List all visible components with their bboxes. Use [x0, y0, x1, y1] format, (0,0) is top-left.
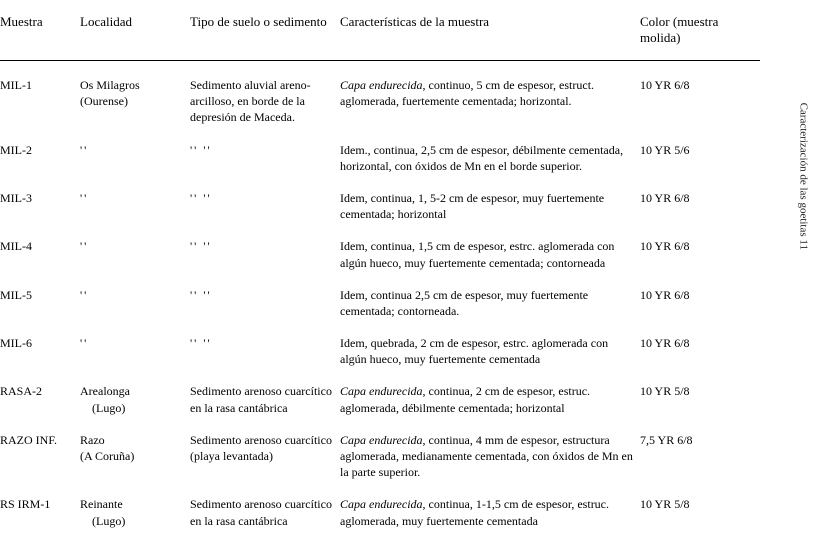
- header-tipo: Tipo de suelo o sedimento: [190, 10, 340, 61]
- cell-color: 10 YR 5/8: [640, 377, 760, 425]
- cell-caracteristicas: Capa endurecida, continuo, 5 cm de espes…: [340, 71, 640, 136]
- cell-tipo: '' '': [190, 329, 340, 377]
- capa-endurecida-label: Capa endurecida: [340, 497, 423, 511]
- header-localidad: Localidad: [80, 10, 190, 61]
- cell-localidad: '': [80, 329, 190, 377]
- cell-localidad: Arealonga (Lugo): [80, 377, 190, 425]
- cell-muestra: RASA-2: [0, 377, 80, 425]
- cell-caracteristicas: Idem, continua, 1,5 cm de espesor, estrc…: [340, 232, 640, 280]
- cell-caracteristicas: Idem, continua 2,5 cm de espesor, muy fu…: [340, 281, 640, 329]
- table-header: Muestra Localidad Tipo de suelo o sedime…: [0, 10, 760, 61]
- cell-muestra: MIL-2: [0, 136, 80, 184]
- cell-localidad: Reinante (Lugo): [80, 490, 190, 538]
- cell-muestra: MIL-6: [0, 329, 80, 377]
- capa-endurecida-label: Capa endurecida: [340, 433, 423, 447]
- cell-muestra: MIL-3: [0, 184, 80, 232]
- capa-endurecida-label: Capa endurecida: [340, 78, 423, 92]
- cell-color: 7,5 YR 6/8: [640, 426, 760, 491]
- header-rule: [0, 61, 760, 72]
- table-row: MIL-3'''' ''Idem, continua, 1, 5-2 cm de…: [0, 184, 760, 232]
- cell-localidad: Os Milagros (Ourense): [80, 71, 190, 136]
- cell-muestra: MIL-5: [0, 281, 80, 329]
- table-row: RS IRM-1Reinante (Lugo)Sedimento arenoso…: [0, 490, 760, 538]
- cell-color: 10 YR 6/8: [640, 329, 760, 377]
- cell-localidad: Razo (A Coruña): [80, 426, 190, 491]
- cell-tipo: Sedimento arenoso cuarcítico en la rasa …: [190, 377, 340, 425]
- cell-tipo: '' '': [190, 184, 340, 232]
- cell-localidad: '': [80, 281, 190, 329]
- cell-caracteristicas: Capa endurecida, continua, 4 mm de espes…: [340, 426, 640, 491]
- cell-color: 10 YR 6/8: [640, 184, 760, 232]
- cell-caracteristicas: Idem., continua, 2,5 cm de espesor, débi…: [340, 136, 640, 184]
- table-row: MIL-2'''' ''Idem., continua, 2,5 cm de e…: [0, 136, 760, 184]
- cell-localidad: '': [80, 232, 190, 280]
- cell-tipo: '' '': [190, 136, 340, 184]
- cell-color: 10 YR 5/6: [640, 136, 760, 184]
- cell-tipo: '' '': [190, 232, 340, 280]
- cell-tipo: Sedimento arenoso cuarcítico (playa leva…: [190, 426, 340, 491]
- samples-table: Muestra Localidad Tipo de suelo o sedime…: [0, 10, 760, 539]
- cell-color: 10 YR 6/8: [640, 71, 760, 136]
- cell-localidad: '': [80, 136, 190, 184]
- table-row: MIL-5'''' ''Idem, continua 2,5 cm de esp…: [0, 281, 760, 329]
- cell-tipo: '' '': [190, 281, 340, 329]
- page-container: Muestra Localidad Tipo de suelo o sedime…: [0, 0, 813, 549]
- capa-endurecida-label: Capa endurecida: [340, 384, 423, 398]
- header-caracteristicas: Características de la muestra: [340, 10, 640, 61]
- cell-caracteristicas: Idem, continua, 1, 5-2 cm de espesor, mu…: [340, 184, 640, 232]
- header-muestra: Muestra: [0, 10, 80, 61]
- table-row: MIL-1Os Milagros (Ourense)Sedimento aluv…: [0, 71, 760, 136]
- table-row: MIL-4'''' ''Idem, continua, 1,5 cm de es…: [0, 232, 760, 280]
- cell-color: 10 YR 6/8: [640, 232, 760, 280]
- cell-muestra: MIL-4: [0, 232, 80, 280]
- cell-color: 10 YR 6/8: [640, 281, 760, 329]
- table-row: RASA-2Arealonga (Lugo)Sedimento arenoso …: [0, 377, 760, 425]
- cell-muestra: MIL-1: [0, 71, 80, 136]
- cell-localidad: '': [80, 184, 190, 232]
- cell-caracteristicas: Capa endurecida, continua, 2 cm de espes…: [340, 377, 640, 425]
- cell-caracteristicas: Idem, quebrada, 2 cm de espesor, estrc. …: [340, 329, 640, 377]
- table-row: MIL-6'''' ''Idem, quebrada, 2 cm de espe…: [0, 329, 760, 377]
- side-caption: Caracterización de las goetitas 11: [797, 103, 809, 250]
- table-body: MIL-1Os Milagros (Ourense)Sedimento aluv…: [0, 61, 760, 539]
- cell-tipo: Sedimento aluvial areno-arcilloso, en bo…: [190, 71, 340, 136]
- header-color: Color (muestra molida): [640, 10, 760, 61]
- cell-muestra: RAZO INF.: [0, 426, 80, 491]
- cell-tipo: Sedimento arenoso cuarcítico en la rasa …: [190, 490, 340, 538]
- cell-muestra: RS IRM-1: [0, 490, 80, 538]
- cell-color: 10 YR 5/8: [640, 490, 760, 538]
- table-row: RAZO INF.Razo (A Coruña)Sedimento arenos…: [0, 426, 760, 491]
- cell-caracteristicas: Capa endurecida, continua, 1-1,5 cm de e…: [340, 490, 640, 538]
